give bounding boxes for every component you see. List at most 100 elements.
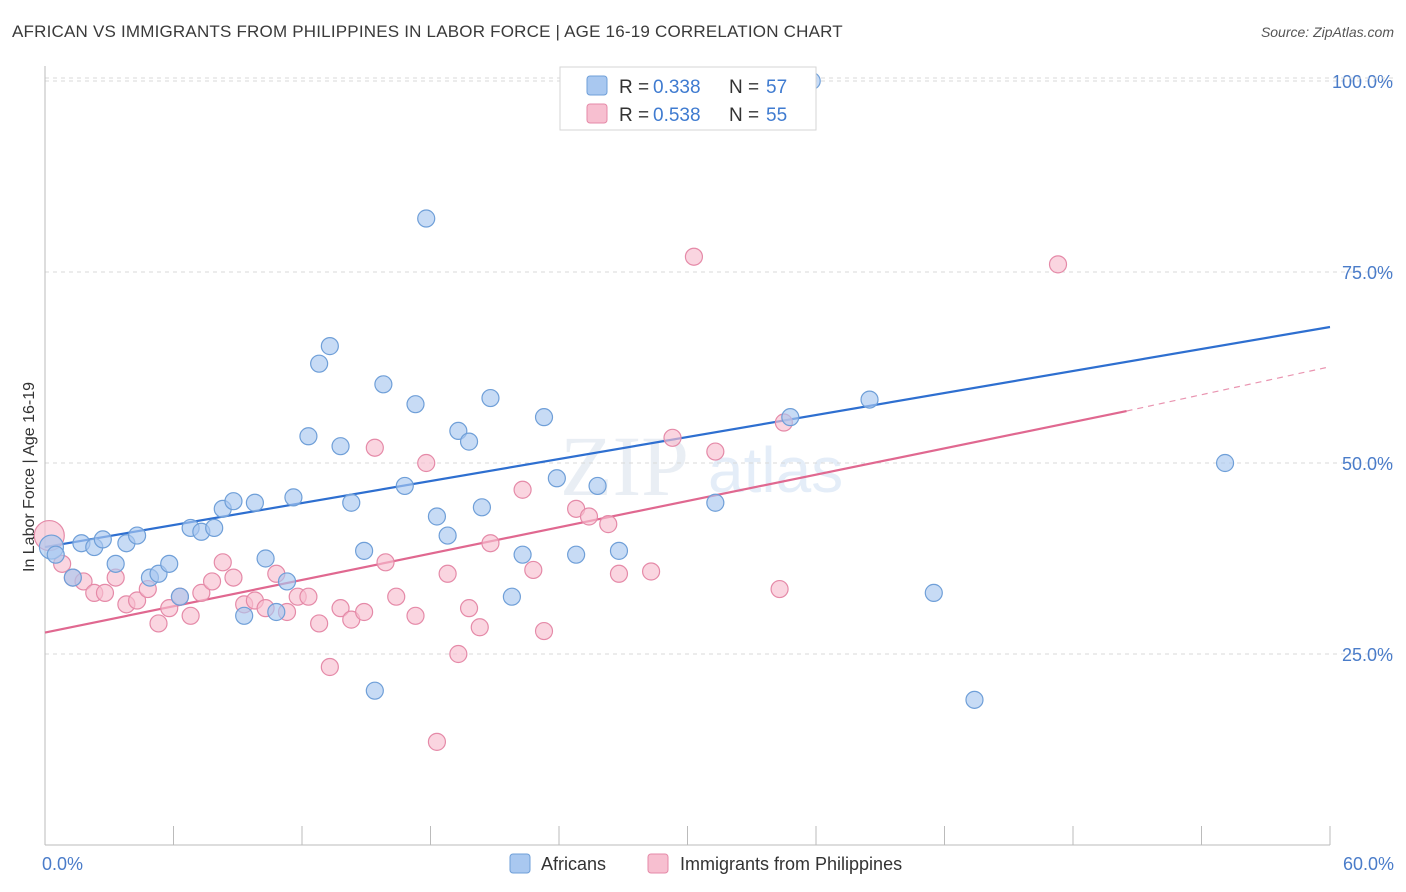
- data-points: [33, 71, 1235, 751]
- legend-r-value-1: 0.338: [653, 77, 701, 98]
- x-tick-label-max: 60.0%: [1343, 854, 1394, 874]
- point-africans: [170, 587, 190, 606]
- point-africans: [235, 606, 254, 625]
- point-africans: [609, 541, 629, 560]
- point-philippines: [95, 583, 115, 602]
- point-philippines: [438, 564, 457, 583]
- point-africans: [406, 395, 425, 414]
- point-africans: [374, 375, 393, 394]
- point-africans: [93, 530, 112, 549]
- bottom-legend-africans: Africans: [541, 854, 606, 874]
- point-philippines: [387, 587, 406, 606]
- trend-line-philippines-extension: [1126, 366, 1331, 412]
- point-philippines: [331, 599, 350, 618]
- point-philippines: [160, 599, 179, 618]
- point-africans: [1215, 453, 1235, 473]
- bottom-legend-swatch-africans: [509, 853, 531, 874]
- point-philippines: [365, 438, 384, 457]
- point-philippines: [299, 587, 318, 606]
- point-philippines: [770, 579, 789, 599]
- point-africans: [256, 549, 275, 568]
- point-philippines: [406, 606, 425, 625]
- y-tick-label: 25.0%: [1342, 645, 1393, 665]
- point-africans: [395, 476, 414, 496]
- point-africans: [205, 518, 224, 538]
- point-africans: [267, 602, 286, 622]
- axes: [44, 66, 1331, 846]
- y-tick-label: 75.0%: [1342, 263, 1393, 283]
- point-philippines: [127, 591, 147, 610]
- point-philippines: [524, 560, 543, 580]
- chart-title: AFRICAN VS IMMIGRANTS FROM PHILIPPINES I…: [12, 22, 843, 41]
- point-philippines: [449, 644, 468, 664]
- point-philippines: [149, 614, 168, 633]
- watermark: ZIP atlas: [560, 418, 843, 514]
- point-africans: [277, 572, 297, 591]
- bottom-legend-swatch-philippines: [647, 853, 669, 874]
- bottom-legend-philippines: Immigrants from Philippines: [680, 854, 902, 874]
- point-philippines: [417, 453, 436, 473]
- point-philippines: [320, 657, 339, 677]
- point-africans: [320, 337, 339, 356]
- legend-swatch-philippines: [586, 103, 608, 124]
- point-africans: [342, 493, 361, 512]
- legend-n-value-1: 57: [766, 77, 787, 98]
- point-philippines: [534, 621, 554, 641]
- point-philippines: [376, 553, 395, 572]
- point-philippines: [609, 564, 629, 583]
- point-africans: [160, 554, 179, 573]
- point-philippines: [459, 599, 479, 618]
- point-africans: [417, 209, 436, 228]
- point-philippines: [470, 618, 489, 637]
- point-africans: [449, 421, 468, 441]
- point-africans: [127, 526, 147, 545]
- y-axis-label: In Labor Force | Age 16-19: [21, 382, 38, 572]
- point-africans: [459, 432, 479, 451]
- point-africans: [588, 476, 607, 496]
- point-africans: [355, 541, 374, 560]
- point-africans: [310, 354, 329, 373]
- point-africans: [224, 492, 243, 511]
- legend-swatch-africans: [586, 75, 608, 96]
- legend-r-label-2: R =: [619, 105, 649, 126]
- point-philippines: [202, 572, 222, 591]
- point-philippines: [599, 515, 618, 534]
- point-africans: [567, 545, 586, 564]
- point-africans: [924, 583, 943, 602]
- point-africans: [331, 437, 350, 456]
- point-africans: [965, 690, 984, 709]
- legend: R = 0.338 N = 57 R = 0.538 N = 55: [559, 66, 817, 131]
- x-tick-label-min: 0.0%: [42, 854, 83, 874]
- point-philippines: [481, 534, 500, 553]
- y-tick-label: 50.0%: [1342, 454, 1393, 474]
- legend-n-label-2: N =: [729, 105, 759, 126]
- point-philippines: [192, 583, 211, 602]
- point-philippines: [663, 428, 682, 447]
- gridlines: 25.0% 50.0% 75.0% 100.0%: [45, 72, 1393, 665]
- point-africans: [547, 469, 566, 488]
- legend-r-value-2: 0.538: [653, 105, 701, 126]
- point-africans: [534, 408, 554, 427]
- point-africans: [706, 493, 725, 512]
- bottom-legend: Africans Immigrants from Philippines: [509, 853, 902, 874]
- point-africans: [781, 408, 800, 427]
- point-philippines: [427, 732, 447, 751]
- watermark-atlas: atlas: [708, 434, 843, 506]
- point-philippines: [641, 562, 661, 581]
- point-philippines: [706, 442, 725, 461]
- point-philippines: [181, 606, 200, 625]
- source-label: Source: ZipAtlas.com: [1260, 24, 1394, 40]
- point-africans: [472, 498, 491, 517]
- point-africans: [46, 545, 65, 564]
- point-africans: [106, 554, 125, 573]
- point-africans: [284, 488, 303, 507]
- y-tick-label: 100.0%: [1332, 72, 1393, 92]
- point-philippines: [355, 602, 374, 622]
- point-philippines: [224, 568, 243, 587]
- point-africans: [63, 568, 82, 587]
- point-philippines: [213, 553, 232, 572]
- point-philippines: [684, 247, 704, 266]
- point-philippines: [579, 507, 599, 526]
- point-africans: [245, 493, 264, 512]
